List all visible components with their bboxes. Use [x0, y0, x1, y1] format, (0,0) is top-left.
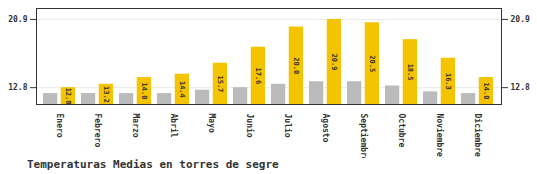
svg-text:14.0: 14.0: [140, 83, 148, 100]
svg-text:20.9: 20.9: [8, 15, 27, 24]
svg-text:Septiembre: Septiembre: [359, 114, 369, 159]
svg-text:Octubre: Octubre: [397, 114, 406, 148]
svg-text:12.8: 12.8: [511, 83, 530, 92]
svg-text:16.3: 16.3: [444, 73, 452, 90]
svg-text:Mayo: Mayo: [207, 114, 216, 133]
svg-text:Noviembre: Noviembre: [435, 114, 445, 158]
svg-text:18.5: 18.5: [406, 64, 414, 81]
svg-text:14.0: 14.0: [482, 83, 490, 100]
svg-text:Agosto: Agosto: [321, 114, 330, 143]
svg-text:12.8: 12.8: [8, 83, 27, 92]
svg-text:Julio: Julio: [283, 114, 293, 138]
svg-text:17.6: 17.6: [254, 67, 262, 84]
svg-text:20.9: 20.9: [511, 15, 530, 24]
svg-text:Marzo: Marzo: [131, 114, 140, 138]
svg-text:Enero: Enero: [55, 114, 64, 138]
svg-text:Febrero: Febrero: [93, 114, 102, 148]
svg-text:13.2: 13.2: [102, 86, 110, 103]
svg-text:15.7: 15.7: [216, 75, 224, 92]
svg-text:12.8: 12.8: [64, 88, 72, 105]
svg-text:20.5: 20.5: [368, 55, 376, 72]
svg-text:20.0: 20.0: [292, 57, 300, 74]
svg-text:Diciembre: Diciembre: [473, 114, 483, 158]
html-text:Temperaturas Medias en torres: Temperaturas Medias en torres de segre: [27, 158, 279, 171]
svg-text:14.4: 14.4: [178, 81, 186, 98]
svg-text:Junio: Junio: [245, 114, 255, 138]
svg-text:Abril: Abril: [169, 114, 179, 138]
svg-text:20.9: 20.9: [330, 54, 338, 71]
